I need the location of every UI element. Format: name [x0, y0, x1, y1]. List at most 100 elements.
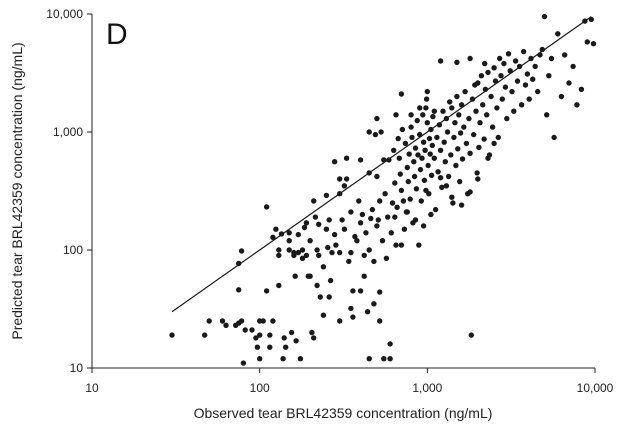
- data-point: [458, 202, 465, 208]
- data-point: [574, 102, 580, 108]
- data-point: [295, 249, 301, 256]
- data-point: [283, 344, 289, 350]
- data-point: [292, 273, 298, 279]
- plot-area: 10 100 1,000 10,000 10 100 1,000 10,000: [46, 7, 613, 395]
- data-point: [477, 120, 483, 126]
- data-point: [402, 140, 409, 147]
- data-point: [375, 217, 381, 223]
- data-point: [374, 115, 380, 122]
- data-point: [555, 31, 561, 37]
- data-point: [398, 187, 405, 194]
- data-point: [514, 78, 521, 84]
- data-point: [361, 273, 367, 279]
- data-point: [467, 55, 473, 62]
- data-point: [381, 356, 387, 362]
- data-point: [202, 332, 208, 338]
- data-point: [475, 176, 481, 182]
- data-point: [392, 180, 398, 186]
- data-point: [423, 96, 430, 102]
- data-point: [327, 277, 334, 284]
- data-point: [297, 356, 304, 362]
- data-point: [395, 135, 401, 142]
- data-point: [412, 145, 419, 151]
- data-point: [352, 233, 358, 240]
- data-point: [437, 147, 444, 153]
- data-point: [434, 134, 440, 141]
- data-point: [467, 150, 473, 156]
- data-point: [443, 183, 450, 189]
- data-point: [450, 200, 456, 206]
- data-point: [432, 206, 439, 213]
- x-tick-label: 1,000: [412, 381, 442, 395]
- data-point: [303, 220, 310, 226]
- data-point: [339, 217, 345, 223]
- data-point: [425, 162, 431, 169]
- data-point: [303, 252, 310, 259]
- data-point: [383, 255, 390, 261]
- data-point: [494, 105, 500, 111]
- data-point: [590, 41, 597, 47]
- data-point: [428, 211, 434, 218]
- data-point: [456, 112, 462, 118]
- data-point: [426, 135, 433, 142]
- data-point: [299, 255, 306, 261]
- data-point: [524, 71, 531, 77]
- data-point: [424, 120, 430, 126]
- data-point: [337, 318, 343, 324]
- y-axis-title: Predicted tear BRL42359 concentration (n…: [9, 42, 25, 339]
- y-tick-label: 1,000: [53, 125, 83, 139]
- data-point: [570, 63, 576, 70]
- data-point: [253, 335, 259, 341]
- data-point: [394, 204, 400, 210]
- data-point: [416, 242, 422, 248]
- data-point: [546, 73, 552, 79]
- data-point: [280, 356, 286, 362]
- data-point: [276, 252, 282, 259]
- data-point: [520, 48, 527, 55]
- data-point: [414, 117, 420, 124]
- data-point: [286, 238, 292, 244]
- data-point: [326, 217, 332, 223]
- data-point: [499, 96, 505, 102]
- data-point: [541, 13, 548, 20]
- data-point: [482, 60, 488, 67]
- ticks: 10 100 1,000 10,000 10 100 1,000 10,000: [46, 7, 613, 395]
- data-point: [439, 184, 445, 190]
- data-point: [309, 329, 315, 336]
- data-point: [369, 206, 376, 213]
- data-point: [331, 159, 338, 165]
- data-point: [364, 309, 371, 315]
- data-point: [440, 108, 446, 114]
- data-point: [526, 96, 532, 102]
- data-point: [417, 105, 423, 111]
- data-point: [316, 252, 322, 259]
- data-point: [447, 99, 453, 105]
- data-point: [404, 209, 410, 215]
- data-point: [169, 332, 175, 338]
- data-point: [502, 84, 509, 90]
- data-point: [326, 294, 332, 300]
- data-point: [466, 115, 472, 122]
- data-point: [343, 176, 350, 182]
- data-point: [301, 224, 308, 231]
- data-point: [398, 242, 405, 248]
- data-point: [544, 112, 550, 118]
- data-point: [518, 102, 525, 108]
- data-point: [400, 198, 407, 204]
- data-point: [363, 230, 369, 236]
- data-point: [411, 173, 418, 180]
- data-point: [323, 226, 330, 232]
- data-point: [431, 155, 437, 161]
- data-point: [316, 221, 322, 227]
- data-point: [366, 129, 372, 135]
- data-point: [409, 134, 415, 141]
- data-point: [584, 39, 590, 45]
- data-point: [498, 73, 504, 79]
- data-point: [420, 112, 426, 118]
- data-point: [453, 162, 459, 169]
- data-point: [421, 177, 428, 183]
- data-point: [396, 155, 402, 161]
- data-point: [399, 126, 406, 133]
- data-point: [551, 134, 557, 141]
- data-point: [341, 226, 348, 232]
